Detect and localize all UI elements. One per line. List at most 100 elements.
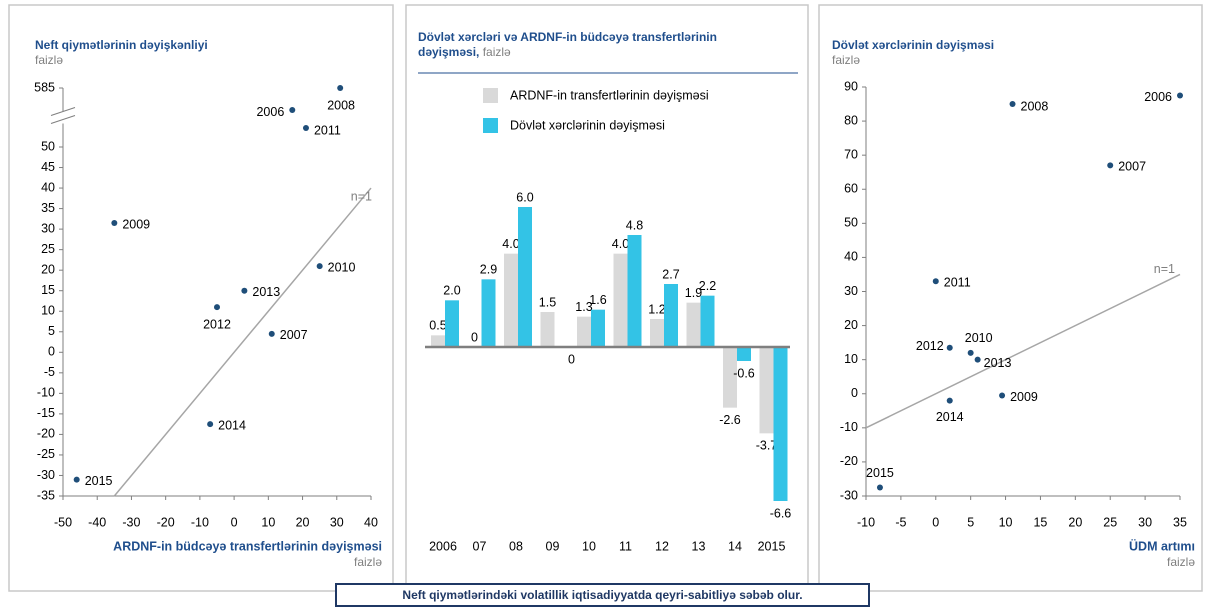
chart-subtitle: faizlə (482, 45, 511, 59)
bar (540, 312, 555, 347)
panel (8, 4, 394, 592)
value-label: 1.3 (575, 300, 592, 314)
y-tick-label: -15 (37, 406, 55, 420)
point-label: 2013 (252, 285, 280, 299)
y-tick-label: 20 (844, 318, 858, 332)
bar (504, 253, 518, 347)
point-label: 2009 (1010, 390, 1038, 404)
legend-label: Dövlət xərclərinin dəyişməsi (510, 118, 665, 132)
y-tick-label: -20 (840, 454, 858, 468)
y-tick-label: 40 (844, 250, 858, 264)
bar (613, 253, 628, 347)
y-tick-label: 50 (844, 216, 858, 230)
point (999, 392, 1006, 399)
x-tick-label: -30 (122, 515, 140, 529)
value-label: 0 (568, 352, 575, 366)
value-label: 0.5 (429, 319, 446, 333)
value-label: -6.6 (770, 506, 792, 520)
value-label: 2.7 (662, 267, 679, 281)
y-tick-label: 10 (41, 304, 55, 318)
point (967, 349, 974, 356)
chart-title: Neft qiymətlərinin dəyişkənliyi (35, 38, 208, 52)
point-label: 2010 (965, 331, 993, 345)
point (241, 287, 248, 294)
x-tick-label: 35 (1173, 515, 1187, 529)
bar (700, 295, 715, 347)
x-tick-label: 15 (1033, 515, 1047, 529)
point-label: 2007 (1118, 160, 1146, 174)
bar (627, 235, 642, 347)
y-tick-label: 35 (41, 201, 55, 215)
x-tick-label: 0 (932, 515, 939, 529)
y-tick-label: 70 (844, 147, 858, 161)
value-label: 0 (471, 330, 478, 344)
reference-label: n=1 (1154, 262, 1175, 276)
y-tick-label: -5 (44, 365, 55, 379)
value-label: -3.7 (756, 439, 778, 453)
axis-break-gap (51, 111, 75, 124)
point-label: 2011 (944, 276, 971, 290)
x-tick-label: 08 (509, 539, 523, 553)
x-axis-unit: faizlə (1167, 555, 1195, 569)
point (1009, 101, 1016, 108)
reference-line (113, 187, 372, 497)
y-tick-label: 60 (844, 182, 858, 196)
x-tick-label: 12 (655, 539, 669, 553)
legend-swatch (483, 88, 498, 103)
value-label: 4.0 (612, 237, 629, 251)
x-axis-label: ARDNF-in büdcəyə transfertlərinin dəyişm… (113, 539, 382, 553)
bar (773, 347, 788, 501)
point-label: 2014 (936, 410, 964, 424)
bar (759, 347, 774, 434)
point (302, 125, 309, 132)
y-tick-label: -30 (840, 488, 858, 502)
point (111, 219, 118, 226)
x-tick-label: -20 (157, 515, 175, 529)
value-label: -2.6 (719, 413, 741, 427)
point (946, 397, 953, 404)
value-label: 2.9 (480, 263, 497, 277)
point-label: 2008 (1021, 99, 1049, 113)
x-tick-label: -40 (88, 515, 106, 529)
point (316, 263, 323, 270)
chart-title: Dövlət xərclərinin dəyişməsi (832, 38, 995, 52)
x-tick-label: -10 (191, 515, 209, 529)
point-label: 2014 (218, 418, 246, 432)
panel (405, 4, 809, 592)
y-tick-label: 0 (48, 345, 55, 359)
x-tick-label: 10 (582, 539, 596, 553)
reference-label: n=1 (351, 189, 372, 203)
x-tick-label: -10 (857, 515, 875, 529)
caption: Neft qiymətlərindəki volatillik iqtisadi… (335, 583, 870, 607)
value-label: 1.9 (685, 286, 702, 300)
chart-title: Dövlət xərcləri və ARDNF-in büdcəyə tran… (418, 30, 717, 59)
point-label: 2013 (984, 356, 1012, 370)
x-axis-label: ÜDM artımı (1129, 538, 1195, 553)
value-label: 4.0 (502, 237, 519, 251)
point-label: 2007 (280, 328, 308, 342)
point (289, 106, 296, 113)
x-tick-label: 30 (1138, 515, 1152, 529)
x-tick-label: 10 (261, 515, 275, 529)
bar (723, 347, 737, 408)
y-tick-label: 30 (844, 284, 858, 298)
chart-subtitle: faizlə (35, 53, 64, 67)
bar (650, 319, 664, 347)
value-label: 6.0 (516, 190, 533, 204)
value-label: 4.8 (626, 218, 643, 232)
x-tick-label: 09 (546, 539, 560, 553)
y-tick-label: -10 (37, 386, 55, 400)
bar (518, 207, 532, 347)
point (932, 278, 939, 285)
title-block: Dövlət xərcləri və ARDNF-in büdcəyə tran… (418, 30, 718, 60)
reference-line (865, 273, 1181, 429)
point-label: 2006 (256, 105, 284, 119)
y-tick-label: 0 (851, 386, 858, 400)
y-tick-label: -20 (37, 427, 55, 441)
bar (481, 279, 496, 347)
title-block: Neft qiymətlərinin dəyişkənliyi faizlə (35, 38, 208, 68)
bar (686, 302, 701, 347)
x-tick-label: 20 (1068, 515, 1082, 529)
